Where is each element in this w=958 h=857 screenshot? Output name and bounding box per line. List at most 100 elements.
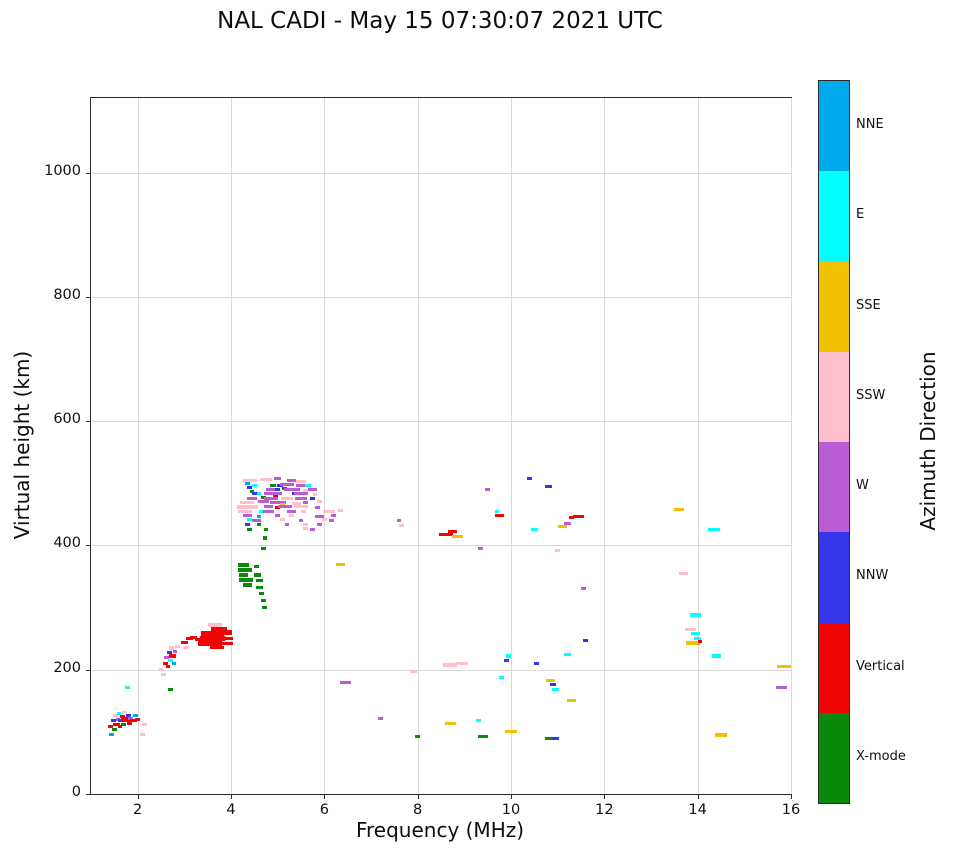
data-point xyxy=(259,592,264,596)
y-tick-label: 0 xyxy=(71,784,81,800)
y-tick-mark xyxy=(86,669,91,671)
data-point xyxy=(415,735,420,739)
data-point xyxy=(310,496,315,500)
data-point xyxy=(238,563,249,568)
data-point xyxy=(499,675,504,679)
data-point xyxy=(296,484,306,488)
data-point xyxy=(161,673,166,677)
x-tick-label: 12 xyxy=(595,802,614,818)
y-tick-label: 800 xyxy=(53,286,81,303)
data-point xyxy=(168,688,173,692)
data-point xyxy=(262,606,267,610)
data-point xyxy=(775,685,788,689)
data-point xyxy=(247,518,252,522)
data-point xyxy=(277,505,292,509)
data-point xyxy=(256,523,262,527)
data-point xyxy=(168,658,173,662)
colorbar-segment-nnw xyxy=(819,532,849,623)
data-point xyxy=(129,719,137,723)
data-point xyxy=(527,476,532,480)
data-point xyxy=(142,722,147,726)
data-point xyxy=(219,641,234,646)
plot-area: 2 4 6 8 10 12 14 16 0 200 400 600 800 1000 xyxy=(44,97,800,818)
data-point xyxy=(550,683,556,687)
y-tick-label: 600 xyxy=(53,411,81,428)
data-point xyxy=(277,483,283,487)
data-point xyxy=(259,509,264,513)
data-point xyxy=(291,492,297,496)
colorbar-segment-e xyxy=(819,171,849,262)
data-point xyxy=(329,519,334,523)
x-tick-mark xyxy=(511,794,512,799)
data-point xyxy=(185,637,193,641)
data-point xyxy=(581,587,586,591)
data-point xyxy=(294,505,308,509)
data-point xyxy=(582,638,589,643)
data-point xyxy=(121,722,126,726)
data-point xyxy=(261,598,266,602)
data-point xyxy=(263,528,269,532)
data-point xyxy=(184,645,189,649)
data-point xyxy=(266,487,276,492)
data-point xyxy=(494,514,504,518)
y-tick-mark xyxy=(86,172,91,174)
data-point xyxy=(315,514,325,518)
data-point xyxy=(238,573,249,578)
data-point xyxy=(125,685,130,689)
x-tick-label: 6 xyxy=(319,802,329,818)
grid-line-vertical xyxy=(604,98,606,794)
data-point xyxy=(245,481,250,485)
data-point xyxy=(478,546,483,551)
data-point xyxy=(551,736,559,740)
data-point xyxy=(679,571,689,575)
colorbar xyxy=(818,80,850,804)
data-point xyxy=(112,714,118,718)
data-point xyxy=(317,522,322,526)
data-point xyxy=(247,486,252,490)
data-point xyxy=(283,487,300,492)
data-point xyxy=(476,719,481,723)
colorbar-segment-vertical xyxy=(819,622,849,713)
y-tick-label: 400 xyxy=(53,535,81,552)
data-point xyxy=(555,548,560,552)
y-tick-mark xyxy=(86,296,91,298)
data-point xyxy=(544,736,552,740)
data-point xyxy=(121,716,131,722)
data-point xyxy=(275,487,280,492)
data-point xyxy=(296,479,306,483)
data-point xyxy=(494,509,500,513)
data-point xyxy=(409,670,417,674)
data-point xyxy=(171,661,177,666)
data-point xyxy=(252,483,257,487)
data-point xyxy=(249,489,255,493)
data-point xyxy=(312,492,318,496)
data-point xyxy=(194,638,202,642)
chart-title: NAL CADI - May 15 07:30:07 2021 UTC xyxy=(217,8,663,34)
grid-line-vertical xyxy=(697,98,699,794)
data-point xyxy=(322,518,327,522)
y-tick-mark xyxy=(86,545,91,547)
data-point xyxy=(317,500,322,504)
colorbar-category-label: Vertical xyxy=(856,658,905,674)
data-point xyxy=(303,527,308,531)
data-point xyxy=(274,477,282,481)
data-point xyxy=(323,509,335,513)
data-point xyxy=(399,523,404,528)
data-point xyxy=(111,719,116,723)
data-point xyxy=(224,636,234,641)
y-tick-mark xyxy=(86,794,91,795)
data-point xyxy=(133,714,138,718)
data-point xyxy=(777,665,791,669)
data-point xyxy=(164,655,169,659)
data-point xyxy=(281,496,293,500)
x-tick-mark xyxy=(791,794,792,799)
data-point xyxy=(451,534,464,538)
data-point xyxy=(238,578,253,583)
data-point xyxy=(287,478,297,482)
x-tick-mark xyxy=(231,794,232,799)
data-point xyxy=(256,491,262,495)
data-point xyxy=(263,496,278,500)
data-point xyxy=(310,527,315,531)
data-point xyxy=(116,711,122,715)
x-tick-label: 2 xyxy=(133,802,143,818)
